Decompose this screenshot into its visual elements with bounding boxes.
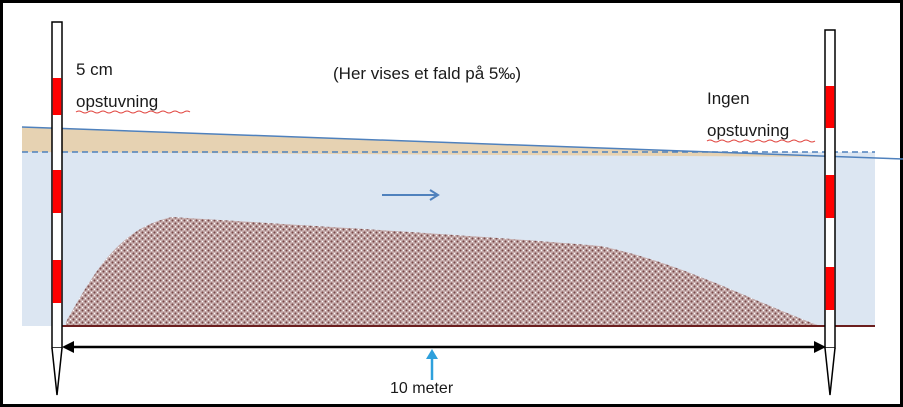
left-staff-gauge xyxy=(51,21,63,396)
water-surface-line xyxy=(21,126,903,160)
arrow-up-icon xyxy=(426,349,438,380)
measurement-arrow xyxy=(62,341,826,353)
diagram-title: (Her vises et fald på 5‰) xyxy=(333,64,521,83)
left-label-text: opstuvning xyxy=(76,92,158,111)
spellcheck-underline-left xyxy=(75,110,191,114)
measurement-label: 10 meter xyxy=(390,380,454,397)
sediment-deposit xyxy=(66,217,820,326)
spellcheck-underline-right xyxy=(706,139,816,143)
right-label-text: opstuvning xyxy=(707,121,789,140)
arrow-right-icon xyxy=(382,189,440,201)
left-label-amount: 5 cm xyxy=(76,60,113,79)
right-staff-gauge xyxy=(824,29,836,396)
right-label-line1: Ingen xyxy=(707,89,750,108)
